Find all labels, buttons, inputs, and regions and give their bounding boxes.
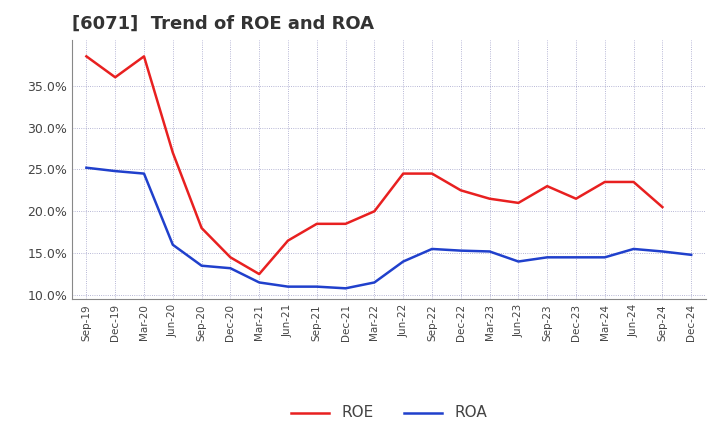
- ROE: [312, 221, 321, 227]
- ROA: [687, 252, 696, 257]
- ROE: [82, 54, 91, 59]
- ROA: [485, 249, 494, 254]
- ROE: [543, 183, 552, 189]
- ROA: [399, 259, 408, 264]
- ROE: [226, 255, 235, 260]
- ROE: [629, 180, 638, 185]
- ROA: [428, 246, 436, 252]
- ROA: [514, 259, 523, 264]
- ROA: [658, 249, 667, 254]
- ROE: [140, 54, 148, 59]
- ROA: [370, 280, 379, 285]
- ROE: [197, 225, 206, 231]
- ROE: [255, 271, 264, 277]
- ROE: [600, 180, 609, 185]
- ROE: [658, 205, 667, 210]
- ROA: [572, 255, 580, 260]
- ROA: [543, 255, 552, 260]
- ROA: [312, 284, 321, 289]
- ROA: [255, 280, 264, 285]
- ROE: [370, 209, 379, 214]
- ROE: [456, 188, 465, 193]
- ROE: [514, 200, 523, 205]
- ROE: [111, 75, 120, 80]
- ROA: [140, 171, 148, 176]
- ROA: [456, 248, 465, 253]
- ROA: [82, 165, 91, 170]
- ROE: [168, 150, 177, 155]
- ROA: [168, 242, 177, 247]
- ROA: [600, 255, 609, 260]
- ROA: [111, 169, 120, 174]
- ROA: [341, 286, 350, 291]
- ROA: [629, 246, 638, 252]
- ROE: [428, 171, 436, 176]
- ROA: [284, 284, 292, 289]
- ROE: [399, 171, 408, 176]
- Legend: ROE, ROA: ROE, ROA: [284, 400, 493, 426]
- Line: ROE: ROE: [86, 56, 662, 274]
- ROA: [197, 263, 206, 268]
- Line: ROA: ROA: [86, 168, 691, 288]
- ROE: [572, 196, 580, 202]
- ROE: [284, 238, 292, 243]
- ROE: [341, 221, 350, 227]
- ROA: [226, 266, 235, 271]
- Text: [6071]  Trend of ROE and ROA: [6071] Trend of ROE and ROA: [72, 15, 374, 33]
- ROE: [485, 196, 494, 202]
